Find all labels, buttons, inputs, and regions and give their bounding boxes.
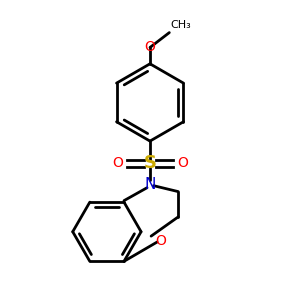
Text: S: S (143, 154, 157, 172)
Text: O: O (145, 40, 155, 55)
Text: CH₃: CH₃ (171, 20, 192, 30)
Text: O: O (112, 156, 123, 170)
Text: O: O (177, 156, 188, 170)
Text: O: O (155, 234, 166, 248)
Text: N: N (144, 177, 156, 192)
